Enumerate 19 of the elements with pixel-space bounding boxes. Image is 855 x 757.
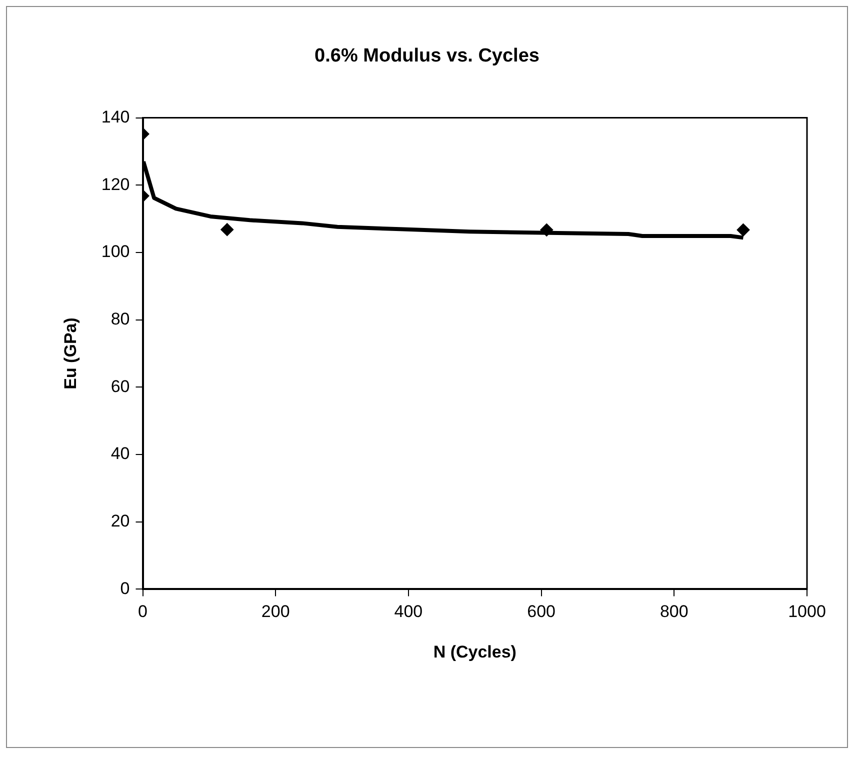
y-tick-label: 140	[101, 107, 130, 126]
chart-title: 0.6% Modulus vs. Cycles	[314, 46, 540, 67]
x-tick-label: 400	[394, 602, 423, 622]
x-tick-label: 800	[660, 602, 688, 622]
y-tick-label: 0	[120, 578, 130, 598]
y-tick-label: 120	[101, 174, 130, 194]
point	[540, 223, 554, 236]
x-axis-title: N (Cycles)	[433, 642, 516, 662]
y-axis-title: Eu (GPa)	[60, 318, 80, 390]
y-tick-label: 100	[101, 242, 130, 262]
y-tick-label: 80	[110, 310, 130, 329]
y-tick-label: 60	[110, 376, 130, 396]
x-tick-label: 0	[138, 602, 148, 622]
point	[736, 223, 750, 236]
x-tick-label: 1000	[788, 602, 826, 622]
y-tick-label: 40	[110, 444, 130, 464]
x-tick-label: 600	[527, 602, 556, 622]
y-tick-label: 20	[110, 512, 130, 531]
x-tick-label: 200	[261, 602, 290, 622]
